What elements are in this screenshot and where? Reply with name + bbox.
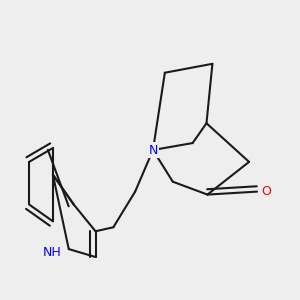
Text: O: O bbox=[261, 185, 271, 198]
Text: N: N bbox=[148, 143, 158, 157]
Text: NH: NH bbox=[43, 245, 61, 259]
